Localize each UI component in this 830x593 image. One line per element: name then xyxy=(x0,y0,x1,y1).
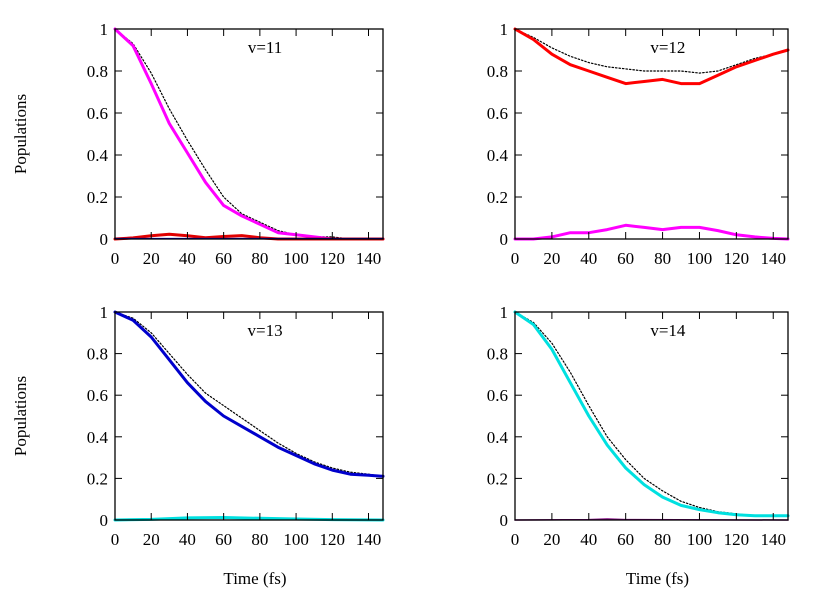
y-tick-label: 0 xyxy=(100,511,109,530)
series-line-0 xyxy=(514,28,789,74)
x-tick-label: 0 xyxy=(511,530,520,549)
x-axis-label: Time (fs) xyxy=(626,569,689,588)
y-tick-label: 0.8 xyxy=(487,62,508,81)
panel-v-14: 0 20 40 60 80 100 120 140 0 0.2 0.4 0.6 0.8 1 v=14 Time… xyxy=(487,303,790,588)
x-tick-label: 80 xyxy=(251,249,268,268)
y-tick-label: 1 xyxy=(500,20,509,39)
y-axis-label: Populations xyxy=(11,376,30,456)
y-tick-label: 0.8 xyxy=(87,345,108,364)
x-tick-label: 20 xyxy=(143,249,160,268)
y-tick-label: 0.4 xyxy=(487,146,509,165)
panel-v-11: 0 20 40 60 80 100 120 140 0 0.2 0.4 0.6 0.8 1 v=11 Popu… xyxy=(11,20,385,268)
series-line-1 xyxy=(113,27,385,241)
y-tick-label: 0 xyxy=(500,511,509,530)
x-tick-label: 40 xyxy=(580,249,597,268)
x-tick-label: 80 xyxy=(654,530,671,549)
x-tick-label: 60 xyxy=(215,249,232,268)
x-tick-label: 100 xyxy=(687,249,713,268)
x-tick-label: 120 xyxy=(320,530,346,549)
x-tick-label: 120 xyxy=(320,249,346,268)
x-tick-label: 60 xyxy=(617,249,634,268)
x-tick-label: 120 xyxy=(724,249,750,268)
x-tick-label: 100 xyxy=(283,530,309,549)
series-line-1 xyxy=(113,310,385,478)
plot-frame xyxy=(514,28,789,240)
y-tick-label: 0.6 xyxy=(87,386,108,405)
x-tick-label: 80 xyxy=(251,530,268,549)
x-tick-label: 80 xyxy=(654,249,671,268)
x-tick-label: 40 xyxy=(580,530,597,549)
panel-title: v=13 xyxy=(248,321,283,340)
plot-frame xyxy=(114,311,384,521)
x-tick-label: 40 xyxy=(179,249,196,268)
x-tick-label: 20 xyxy=(543,530,560,549)
panel-title: v=14 xyxy=(650,321,686,340)
series-line-0 xyxy=(114,311,384,477)
y-tick-label: 0 xyxy=(100,230,109,249)
y-tick-label: 0.4 xyxy=(87,428,109,447)
y-tick-label: 0.4 xyxy=(87,146,109,165)
plot-frame xyxy=(114,28,384,240)
x-tick-label: 140 xyxy=(760,530,786,549)
y-tick-label: 0.6 xyxy=(487,386,508,405)
x-tick-label: 100 xyxy=(687,530,713,549)
y-tick-label: 0.2 xyxy=(487,188,508,207)
y-tick-label: 0.8 xyxy=(87,62,108,81)
y-tick-label: 1 xyxy=(100,303,109,322)
y-tick-label: 0.8 xyxy=(487,345,508,364)
x-tick-label: 20 xyxy=(543,249,560,268)
y-tick-label: 1 xyxy=(100,20,109,39)
y-tick-label: 0.2 xyxy=(87,188,108,207)
panel-v-13: 0 20 40 60 80 100 120 140 0 0.2 0.4 0.6 0.8 1 v=13 Popu… xyxy=(11,303,385,588)
y-tick-label: 0.2 xyxy=(487,469,508,488)
x-tick-label: 0 xyxy=(111,249,120,268)
x-tick-label: 100 xyxy=(283,249,309,268)
x-tick-label: 140 xyxy=(356,249,382,268)
y-tick-label: 0.4 xyxy=(487,428,509,447)
y-tick-label: 0 xyxy=(500,230,509,249)
x-tick-label: 0 xyxy=(111,530,120,549)
x-tick-label: 60 xyxy=(215,530,232,549)
series-line-0 xyxy=(114,28,384,240)
x-tick-label: 140 xyxy=(760,249,786,268)
y-tick-label: 0.6 xyxy=(487,104,508,123)
x-tick-label: 120 xyxy=(724,530,750,549)
x-tick-label: 60 xyxy=(617,530,634,549)
y-tick-label: 1 xyxy=(500,303,509,322)
panel-v-12: 0 20 40 60 80 100 120 140 0 0.2 0.4 0.6 0.8 1 v=12 xyxy=(487,20,790,268)
plot-frame xyxy=(514,311,789,521)
series-line-1 xyxy=(513,310,790,518)
series-line-2 xyxy=(513,223,790,241)
series-line-1 xyxy=(513,27,790,86)
panel-title: v=12 xyxy=(650,38,685,57)
x-tick-label: 140 xyxy=(356,530,382,549)
x-tick-label: 0 xyxy=(511,249,520,268)
y-axis-label: Populations xyxy=(11,94,30,174)
panel-title: v=11 xyxy=(248,38,282,57)
x-tick-label: 40 xyxy=(179,530,196,549)
x-axis-label: Time (fs) xyxy=(223,569,286,588)
series-line-0 xyxy=(514,311,789,517)
y-tick-label: 0.6 xyxy=(87,104,108,123)
y-tick-label: 0.2 xyxy=(87,469,108,488)
x-tick-label: 20 xyxy=(143,530,160,549)
